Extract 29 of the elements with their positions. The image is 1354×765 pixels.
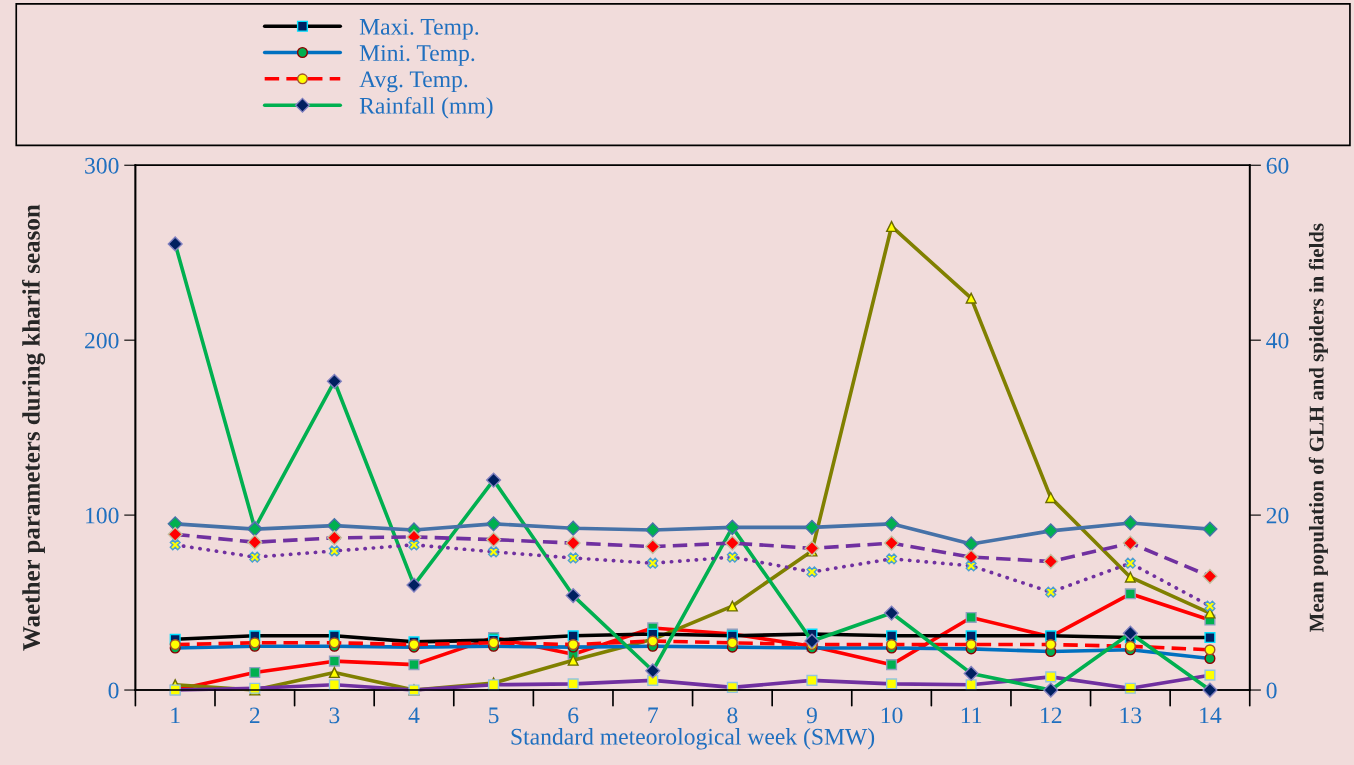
y2-tick-label: 0 <box>1266 682 1277 699</box>
y-tick-label: 300 <box>85 157 119 174</box>
y-axis-title: Waether parameters during kharif season <box>22 204 46 651</box>
x-tick-label: 12 <box>1041 707 1062 724</box>
legend-label: Mini. Temp. <box>359 45 475 66</box>
x-tick-label: 11 <box>961 707 982 724</box>
legend-label: Maxi. Temp. <box>359 18 479 40</box>
y2-tick-label: 40 <box>1266 332 1289 349</box>
y2-axis-title: Mean population of GLH and spiders in fields <box>1308 223 1328 632</box>
x-tick-label: 14 <box>1200 707 1222 724</box>
y2-tick-label: 20 <box>1266 507 1289 524</box>
y2-tick-label: 60 <box>1266 157 1289 174</box>
x-tick-label: 7 <box>648 707 658 724</box>
legend-label: Rainfall (mm) <box>359 96 493 119</box>
x-tick-label: 3 <box>329 707 340 724</box>
x-tick-label: 13 <box>1120 707 1142 724</box>
x-tick-label: 4 <box>408 707 420 724</box>
x-tick-label: 8 <box>727 707 738 724</box>
x-tick-label: 5 <box>489 707 499 724</box>
x-tick-label: 1 <box>171 707 180 724</box>
y-tick-label: 100 <box>86 507 119 524</box>
x-tick-label: 2 <box>249 707 260 724</box>
y-tick-label: 200 <box>85 332 119 349</box>
x-tick-label: 9 <box>806 707 817 724</box>
x-tick-label: 10 <box>881 707 903 724</box>
y-tick-label: 0 <box>108 682 119 699</box>
x-tick-label: 6 <box>568 707 579 724</box>
x-axis-title: Standard meteorological week (SMW) <box>511 728 875 750</box>
legend-label: Avg. Temp. <box>359 71 468 93</box>
